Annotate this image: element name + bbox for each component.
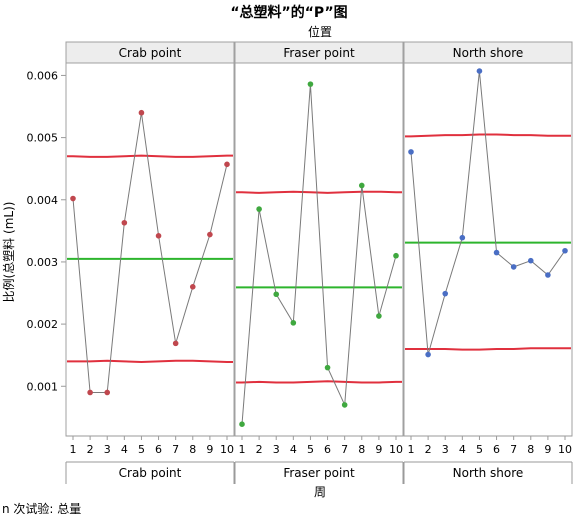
data-point [307,81,314,87]
x-tick-label: 3 [273,443,280,456]
category-label: Fraser point [283,466,355,480]
x-tick-label: 1 [408,443,415,456]
x-tick-label: 4 [459,443,466,456]
data-point [104,389,111,396]
data-point [393,252,399,259]
x-tick-label: 9 [206,443,213,456]
y-tick-label: 0.001 [27,380,59,393]
x-tick-label: 8 [358,443,365,456]
data-point [189,284,196,290]
data-point [408,149,414,155]
x-tick-label: 9 [544,443,551,456]
x-tick-label: 8 [527,443,534,456]
y-axis-label: 比例(总塑料 (mL)) [1,202,16,303]
data-point [70,195,76,202]
ucl-line [405,133,571,138]
data-point [358,182,365,189]
data-point [87,389,93,396]
x-tick-label: 2 [87,443,94,456]
lcl-line [236,380,402,384]
ucl-line [236,190,402,194]
panel-header-label: Fraser point [283,46,355,60]
data-point [562,247,568,254]
data-point [155,233,162,239]
x-tick-label: 1 [70,443,77,456]
y-tick-label: 0.004 [27,194,59,207]
series-connector-line [410,71,566,355]
x-tick-label: 5 [476,443,483,456]
data-point [207,231,213,238]
x-tick-label: 7 [510,443,517,456]
panel-north-shore: North shore 1 2 3 4 5 6 7 8 9 10 North shore [403,41,573,484]
data-point [376,313,382,319]
x-tick-label: 3 [104,443,111,456]
data-point [239,421,245,427]
series-connector-line [241,84,397,425]
data-point [545,272,551,278]
lcl-line [67,359,233,364]
x-tick-label: 5 [307,443,314,456]
data-point [459,234,466,241]
data-point [172,340,179,347]
data-point [290,320,297,326]
data-point [341,402,348,408]
x-tick-label: 8 [189,443,196,456]
x-tick-label: 1 [239,443,246,456]
category-label: North shore [453,466,524,480]
y-tick-label: 0.005 [27,132,59,145]
panel-plot-area [403,62,573,437]
x-tick-label: 2 [256,443,263,456]
x-tick-label: 2 [425,443,432,456]
x-tick-label: 6 [324,443,331,456]
data-point [527,257,534,264]
x-tick-label: 9 [375,443,382,456]
y-axis: 0.001 0.002 0.003 0.004 0.005 0.006 [27,63,67,436]
y-tick-label: 0.002 [27,318,59,331]
series-connector-line [72,112,228,393]
panel-plot-area [65,62,235,437]
x-tick-label: 4 [121,443,128,456]
chart-title: “总塑料”的“P”图 [230,4,347,21]
x-tick-label: 10 [389,443,403,456]
x-tick-label: 6 [493,443,500,456]
ucl-line [67,154,233,158]
panel-crab-point: Crab point 1 2 3 4 5 6 7 8 9 10 Crab point [65,41,235,484]
panel-header-label: Crab point [119,46,182,60]
group-title: 位置 [308,24,332,39]
data-point [442,290,449,297]
lcl-line [405,347,571,351]
x-tick-label: 7 [172,443,179,456]
y-tick-label: 0.006 [27,69,59,82]
x-tick-label: 5 [138,443,145,456]
y-tick-label: 0.003 [27,256,59,269]
data-point [256,206,262,212]
category-label: Crab point [119,466,182,480]
footnote: n 次试验: 总量 [2,501,81,516]
x-tick-label: 4 [290,443,297,456]
data-point [273,291,280,298]
x-tick-label: 10 [558,443,572,456]
data-point [425,351,431,358]
data-point [224,161,230,168]
data-point [493,249,500,256]
data-point [121,219,128,226]
x-tick-label: 3 [442,443,449,456]
data-point [324,364,331,371]
panel-plot-area [234,62,404,437]
data-point [138,109,145,116]
panel-fraser-point: Fraser point 1 2 3 4 5 6 7 8 9 10 Fraser point [234,41,404,484]
data-point [510,264,517,270]
panel-header-label: North shore [453,46,524,60]
x-axis-label: 周 [314,485,326,499]
x-tick-label: 7 [341,443,348,456]
x-tick-label: 10 [220,443,234,456]
data-point [476,68,483,74]
x-tick-label: 6 [155,443,162,456]
